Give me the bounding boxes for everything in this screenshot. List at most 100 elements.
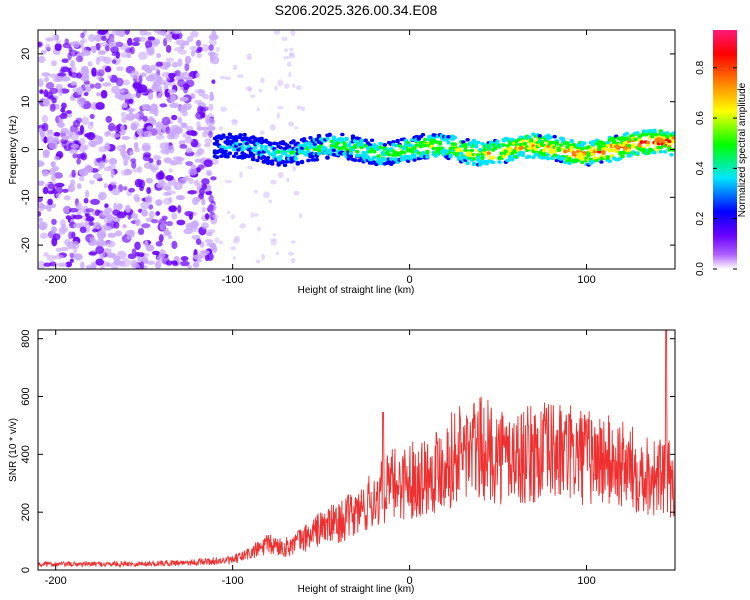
spectrogram-signal-cell [541,148,547,153]
spectrogram-signal-cell [590,152,596,157]
colorbar-tick-label: 0.2 [695,211,706,225]
spectrogram-noise-blob [98,146,108,153]
spectrogram-signal-cell [355,149,360,154]
snr-y-tick-label: 800 [20,329,32,347]
spectrogram-signal-cell [622,151,627,155]
spectrogram-noise-blob [201,178,210,186]
spectrogram-noise-blob [109,41,115,48]
spectrogram-noise-blob [201,207,206,213]
spectrogram-noise-blob [130,70,140,79]
spectrogram-noise-blob [110,188,121,196]
spectrogram-y-tick-label: 20 [20,48,32,60]
spectrogram-signal-cell [465,161,470,166]
spectrogram-signal-cell [250,156,256,161]
spectrogram-noise-blob [92,173,102,180]
spectrogram-noise-blob [41,114,49,124]
spectrogram-noise-blob [270,238,277,242]
spectrogram-signal-cell [645,143,651,147]
spectrogram-noise-blob [237,74,244,79]
spectrogram-noise-blob [97,50,107,55]
spectrogram-signal-cell [393,143,398,148]
spectrogram-noise-blob [84,166,94,173]
spectrogram-noise-blob [145,67,153,74]
spectrogram-signal-cell [577,156,583,160]
spectrogram-noise-blob [288,71,292,78]
spectrogram-signal-cell [225,136,230,141]
spectrogram-noise-blob [70,72,79,78]
spectrogram-noise-blob [137,227,145,235]
spectrogram-noise-blob [253,213,259,217]
spectrogram-noise-blob [177,204,182,214]
spectrogram-signal-cell [263,144,269,149]
spectrogram-noise-blob [42,98,51,107]
snr-x-tick-label: -100 [222,575,244,587]
spectrogram-noise-blob [161,116,171,126]
spectrogram-signal-cell [291,139,296,143]
spectrogram-noise-blob [155,183,164,189]
spectrogram-signal-cell [308,136,313,140]
spectrogram-noise-blob [211,245,218,253]
spectrogram-noise-blob [205,117,216,127]
spectrogram-noise-blob [123,159,128,166]
spectrogram-noise-blob [154,85,163,92]
spectrogram-noise-blob [239,171,243,179]
spectrogram-signal-cell [335,141,341,145]
spectrogram-signal-cell [539,139,545,144]
spectrogram-noise-blob [155,241,163,247]
spectrogram-noise-blob [145,244,155,252]
spectrogram-noise-blob [168,168,173,173]
spectrogram-noise-blob [152,155,162,160]
spectrogram-noise-blob [113,30,119,36]
spectrogram-signal-cell [563,149,568,154]
spectrogram-signal-cell [348,154,354,159]
spectrogram-noise-blob [43,262,52,267]
spectrogram-noise-blob [144,162,153,169]
spectrogram-signal-cell [599,144,604,148]
spectrogram-noise-blob [169,102,180,109]
spectrogram-signal-cell [401,150,407,155]
spectrogram-noise-blob [218,240,224,245]
spectrogram-noise-blob [112,209,121,216]
spectrogram-noise-blob [131,161,137,169]
spectrogram-noise-blob [84,189,90,199]
snr-x-tick-label: -200 [45,575,67,587]
spectrogram-noise-blob [104,66,112,73]
spectrogram-noise-blob [76,97,86,105]
spectrogram-noise-blob [129,46,135,55]
spectrogram-signal-cell [628,153,634,157]
spectrogram-signal-cell [560,156,566,161]
spectrogram-noise-blob [95,101,105,110]
spectrogram-noise-blob [180,255,189,262]
spectrogram-signal-cell [401,146,407,151]
spectrogram-noise-blob [78,137,86,145]
spectrogram-signal-cell [476,140,481,145]
spectrogram-noise-blob [76,183,82,189]
spectrogram-noise-blob [153,30,161,34]
spectrogram-noise-blob [290,240,296,244]
figure-title: S206.2025.326.00.34.E08 [275,2,438,18]
spectrogram-noise-blob [151,218,159,224]
spectrogram-noise-blob [146,260,156,265]
spectrogram-noise-blob [91,67,97,76]
spectrogram-noise-blob [211,79,216,84]
spectrogram-noise-blob [38,160,45,168]
spectrogram-noise-blob [79,226,87,234]
spectrogram-noise-blob [51,237,58,247]
spectrogram-signal-cell [270,162,275,166]
spectrogram-noise-blob [110,169,115,179]
spectrogram-noise-blob [61,135,70,140]
spectrogram-noise-blob [232,64,238,71]
spectrogram-noise-blob [60,127,69,134]
spectrogram-noise-blob [70,59,76,68]
spectrogram-signal-cell [588,148,593,152]
spectrogram-signal-cell [295,160,300,165]
snr-x-tick-label: 100 [577,575,595,587]
spectrogram-noise-blob [45,91,54,99]
spectrogram-noise-blob [91,45,97,54]
spectrogram-noise-blob [294,126,298,130]
spectrogram-signal-cell [278,145,283,150]
spectrogram-signal-cell [340,137,345,142]
spectrogram-signal-cell [282,163,288,167]
spectrogram-noise-blob [141,144,151,152]
